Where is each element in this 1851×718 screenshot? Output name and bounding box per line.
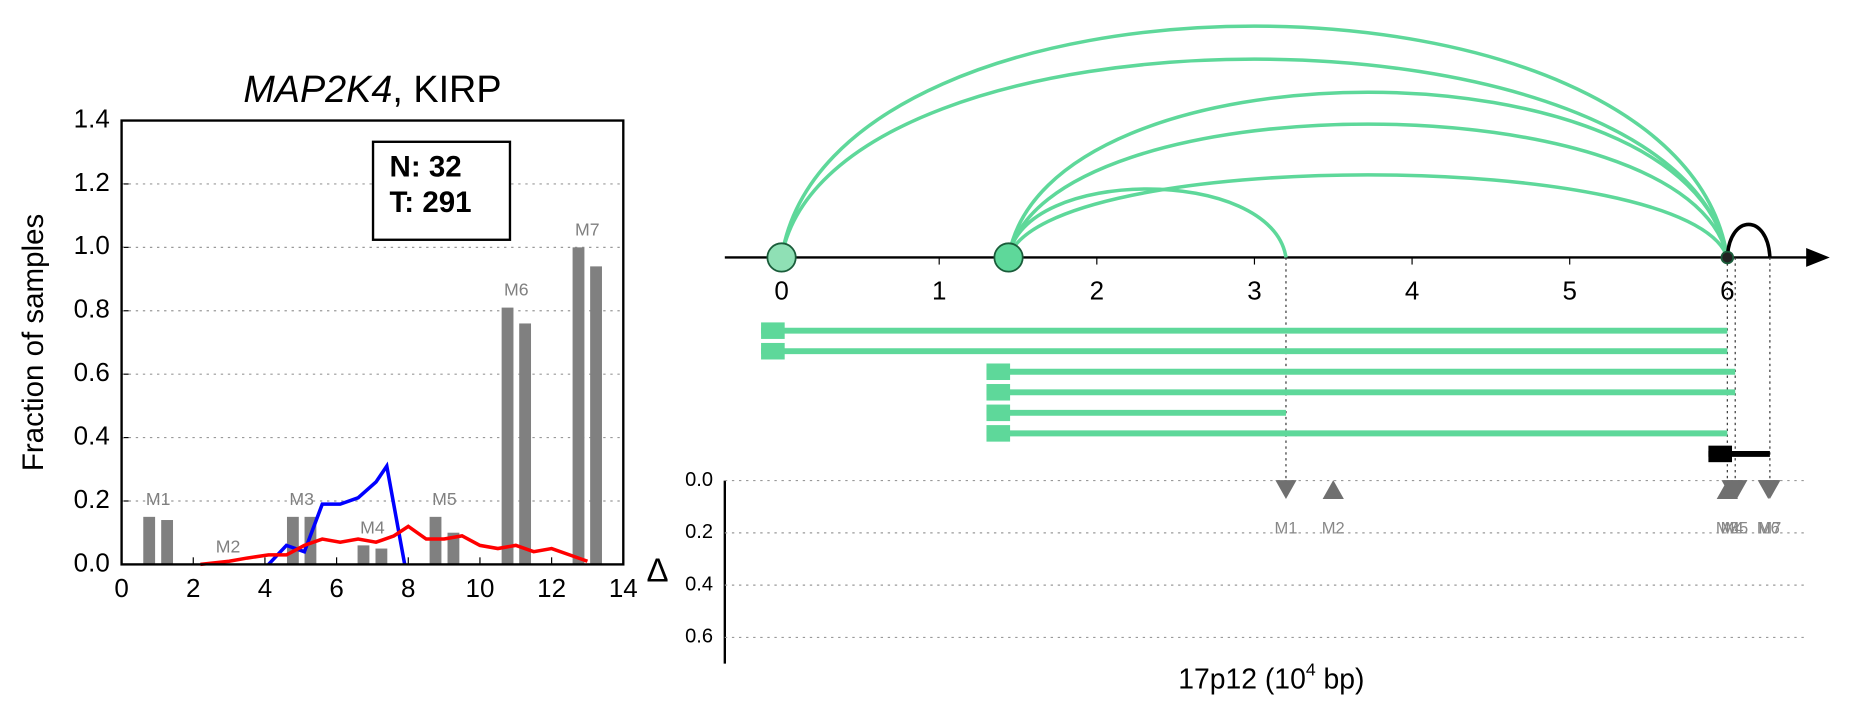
chart-title: MAP2K4, KIRP [243,69,501,111]
x-tick-label: 6 [1720,276,1734,306]
y-tick-label: 0.0 [74,547,110,577]
delta-marker [1275,480,1297,500]
marker-label: M4 [1721,518,1744,537]
y-tick-label: 0.0 [685,469,713,491]
x-tick-label: 5 [1562,276,1576,306]
y-tick-label: 1.4 [74,103,110,133]
bar [447,532,460,565]
bar [375,548,388,565]
bar [357,545,370,565]
y-tick-label: 1.0 [74,230,110,260]
y-tick-label: 0.4 [74,420,110,450]
arc [779,24,1730,258]
node [766,242,797,273]
delta-marker [1322,480,1344,500]
bar-group-label: M1 [146,489,171,509]
marker-label: M1 [1274,518,1297,537]
line-series [200,524,589,567]
legend-box [371,140,512,241]
x-tick-label: 0 [774,276,788,306]
y-tick-label: 0.2 [74,484,110,514]
x-label-part: bp) [1316,664,1365,696]
line-series [267,461,407,566]
transcript-start [986,404,1011,422]
y-axis-label: Fraction of samples [17,214,50,471]
bar-group-label: M3 [289,489,314,509]
count-label: N: 32 [390,151,462,184]
transcript-start [986,384,1011,401]
x-tick-label: 6 [329,573,343,603]
y-tick-label: 0.2 [685,521,713,543]
bar [501,307,514,565]
plot-frame [120,119,625,566]
bar [286,516,299,565]
bar [304,516,317,565]
x-label-part: 17p12 (10 [1178,664,1306,696]
x-tick-label: 1 [932,276,946,306]
x-tick-label: 8 [401,573,415,603]
delta-label: Δ [646,552,668,589]
x-tick-label: 14 [609,573,638,603]
y-tick-label: 1.2 [74,167,110,197]
arc [1006,90,1730,258]
marker-label: M2 [1322,518,1345,537]
x-tick-label: 2 [186,573,200,603]
y-tick-label: 0.6 [74,357,110,387]
arc [1006,173,1730,259]
x-tick-label: 4 [258,573,272,603]
x-tick-label: 12 [537,573,566,603]
y-tick-label: 0.6 [685,626,713,648]
marker-label: M5 [1725,518,1748,537]
y-tick-label: 0.4 [685,573,713,595]
count-label: T: 291 [390,186,472,219]
node [993,242,1024,273]
transcript-start [986,363,1011,381]
x-tick-label: 0 [114,573,128,603]
bar [161,520,174,565]
title-part: , KIRP [392,69,501,111]
marker-label: M3 [1716,518,1739,537]
marker-label: M6 [1757,518,1780,537]
arc [1006,122,1730,258]
arc [779,57,1730,258]
bar-group-label: M6 [504,280,529,300]
x-tick-label: 2 [1090,276,1104,306]
x-tick-label: 10 [466,573,495,603]
y-tick-label: 0.8 [74,294,110,324]
bar [590,266,602,565]
bar-group-label: M2 [216,537,241,557]
title-part: MAP2K4 [243,69,392,111]
bar-group-label: M7 [575,220,600,240]
transcript-start [986,425,1011,442]
transcript-start [1708,445,1733,463]
arc [1006,187,1288,258]
node [1720,250,1735,265]
transcript-start [761,342,785,360]
bar [519,323,532,565]
delta-marker [1726,480,1748,500]
bar-group-label: M5 [432,489,457,509]
axis-arrow [1806,248,1830,267]
x-label-part: 4 [1306,659,1316,679]
bar-group-label: M4 [360,518,385,538]
marker-label: M7 [1758,518,1781,537]
x-tick-label: 3 [1247,276,1261,306]
delta-marker [1759,480,1781,500]
bar [572,247,585,565]
x-tick-label: 4 [1405,276,1419,306]
arc [1725,222,1772,258]
x-axis-label: 17p12 (104 bp) [1178,659,1364,695]
transcript-start [761,322,785,339]
bar [143,516,156,565]
